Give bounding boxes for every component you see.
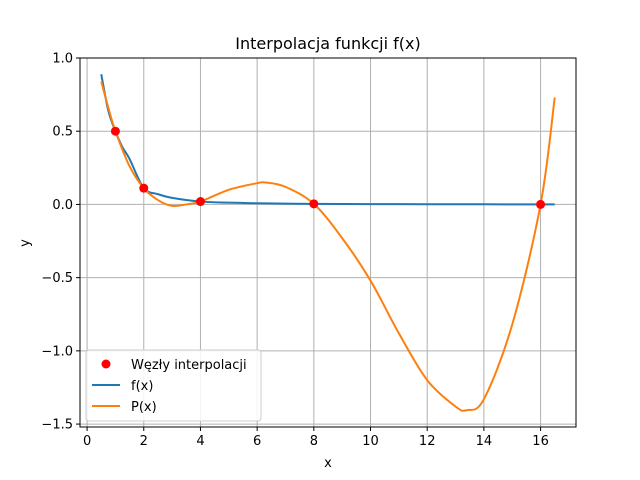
y-axis-label: y <box>18 239 33 247</box>
interpolation-node <box>536 199 546 209</box>
x-axis-label: x <box>324 456 332 471</box>
x-tick-label: 16 <box>532 434 549 449</box>
y-tick-label: −1.5 <box>41 418 73 433</box>
interpolation-node <box>139 183 149 193</box>
legend: Węzły interpolacji f(x) P(x) <box>85 349 262 422</box>
legend-marker-nodes <box>101 359 111 369</box>
x-tick-label: 12 <box>419 434 436 449</box>
x-tick-label: 10 <box>362 434 379 449</box>
y-tick-label: −1.0 <box>41 344 73 359</box>
y-tick-label: 0.5 <box>52 125 73 140</box>
legend-label-f: f(x) <box>131 379 153 394</box>
legend-label-p: P(x) <box>131 400 157 415</box>
x-tick-label: 0 <box>83 434 91 449</box>
y-tick-label: −0.5 <box>41 271 73 286</box>
chart-title: Interpolacja funkcji f(x) <box>235 34 420 53</box>
interpolation-node <box>110 126 120 136</box>
legend-label-nodes: Węzły interpolacji <box>131 358 247 373</box>
interpolation-node <box>195 197 205 207</box>
x-ticks: 0 2 4 6 8 10 12 14 16 <box>83 427 549 449</box>
legend-box <box>85 349 262 422</box>
y-ticks: −1.5 −1.0 −0.5 0.0 0.5 1.0 <box>41 52 80 433</box>
x-tick-label: 14 <box>476 434 493 449</box>
x-tick-label: 2 <box>140 434 148 449</box>
x-tick-label: 6 <box>253 434 261 449</box>
x-tick-label: 4 <box>196 434 204 449</box>
y-tick-label: 0.0 <box>52 198 73 213</box>
plot-frame <box>79 57 577 428</box>
nodes-layer <box>110 126 546 209</box>
interpolation-node <box>309 199 319 209</box>
x-tick-label: 8 <box>310 434 318 449</box>
y-tick-label: 1.0 <box>52 52 73 67</box>
